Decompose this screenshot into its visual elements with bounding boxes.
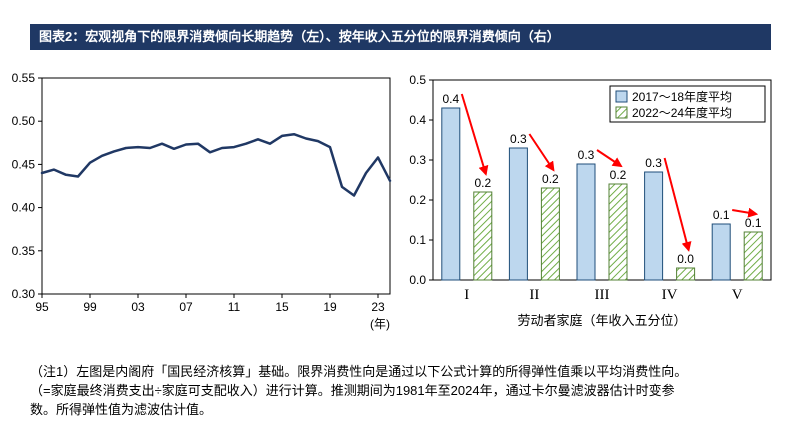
- legend-swatch: [615, 90, 628, 103]
- category-label: IV: [662, 287, 678, 303]
- decline-arrow: [528, 133, 555, 172]
- bar-value-label: 0.4: [442, 92, 459, 106]
- y-tick-label: 0.0: [409, 273, 426, 287]
- y-tick-label: 0.45: [12, 157, 36, 171]
- x-tick-label: 15: [275, 300, 289, 314]
- y-tick-label: 0.3: [409, 153, 426, 167]
- category-label: III: [595, 287, 610, 303]
- x-tick-label: 23: [371, 300, 385, 314]
- y-tick-label: 0.30: [12, 287, 36, 301]
- decline-arrow: [663, 157, 692, 252]
- legend-label: 2017～18年度平均: [632, 89, 732, 104]
- decline-arrow: [596, 149, 623, 168]
- y-tick-label: 0.50: [12, 114, 36, 128]
- y-tick-label: 0.2: [409, 193, 426, 207]
- legend-box: [609, 85, 766, 123]
- y-tick-label: 0.5: [409, 73, 426, 87]
- bar-value-label: 0.2: [542, 172, 559, 186]
- x-axis-title: 劳动者家庭（年收入五分位）: [517, 313, 686, 328]
- figure-title-banner: 图表2：宏观视角下的限界消费倾向长期趋势（左）、按年收入五分位的限界消费倾向（右…: [30, 24, 771, 50]
- left-line-chart: 0.30 0.35 0.40 0.45 0.50 0.55 95 99 03 07 11 15 19 23…: [12, 71, 392, 331]
- y-tick-label: 0.1: [409, 233, 426, 247]
- bar-value-label: 0.3: [578, 148, 595, 162]
- plot-border: [432, 79, 772, 281]
- bar-value-label: 0.3: [645, 156, 662, 170]
- mpc-trend-line: [40, 132, 392, 197]
- x-tick-label: 03: [131, 300, 145, 314]
- bar-2022-24: [676, 267, 696, 281]
- note-line-3: 数。所得弹性值为滤波估计值。: [30, 402, 213, 417]
- right-bar-chart: 0.0 0.1 0.2 0.3 0.4 0.5 0.4 0.2 I 0.3 0.2 II 0.3 0.2 I…: [409, 73, 772, 328]
- legend-label: 2022～24年度平均: [632, 105, 732, 120]
- bar-value-label: 0.2: [474, 176, 491, 190]
- bar-value-label: 0.3: [510, 132, 527, 146]
- decline-arrow: [460, 93, 489, 176]
- category-label: V: [732, 287, 743, 303]
- x-tick-label: 95: [35, 300, 49, 314]
- bar-2017-18: [711, 223, 731, 281]
- bar-2022-24: [743, 231, 763, 281]
- decline-arrow: [732, 207, 759, 218]
- note-line-1: （注1）左图是内阁府「国民经济核算」基础。限界消费性向是通过以下公式计算的所得弹…: [30, 364, 688, 379]
- bar-2017-18: [508, 147, 528, 281]
- plot-border: [41, 77, 391, 295]
- x-tick-label: 07: [179, 300, 193, 314]
- bar-2017-18: [576, 163, 596, 281]
- figure-notes: （注1）左图是内阁府「国民经济核算」基础。限界消费性向是通过以下公式计算的所得弹…: [30, 362, 687, 419]
- y-tick-label: 0.40: [12, 201, 36, 215]
- x-tick-label: 19: [323, 300, 337, 314]
- x-tick-label: 99: [83, 300, 97, 314]
- category-label: I: [464, 287, 469, 303]
- category-label: II: [529, 287, 539, 303]
- x-tick-label: 11: [228, 300, 241, 314]
- y-tick-label: 0.35: [12, 244, 36, 258]
- bar-value-label: 0.2: [610, 168, 627, 182]
- x-unit-label: (年): [370, 317, 390, 331]
- legend-swatch: [615, 106, 628, 119]
- bar-value-label: 0.1: [713, 208, 730, 222]
- bar-2022-24: [473, 191, 493, 281]
- y-tick-label: 0.55: [12, 71, 36, 85]
- bar-2017-18: [644, 171, 664, 281]
- y-tick-label: 0.4: [409, 113, 426, 127]
- bar-2022-24: [540, 187, 560, 281]
- bar-value-label: 0.0: [677, 252, 694, 266]
- bar-value-label: 0.1: [745, 216, 762, 230]
- bar-2022-24: [608, 183, 628, 281]
- note-line-2: （=家庭最终消费支出÷家庭可支配收入）进行计算。推测期间为1981年至2024年…: [30, 383, 675, 398]
- bar-2017-18: [441, 107, 461, 281]
